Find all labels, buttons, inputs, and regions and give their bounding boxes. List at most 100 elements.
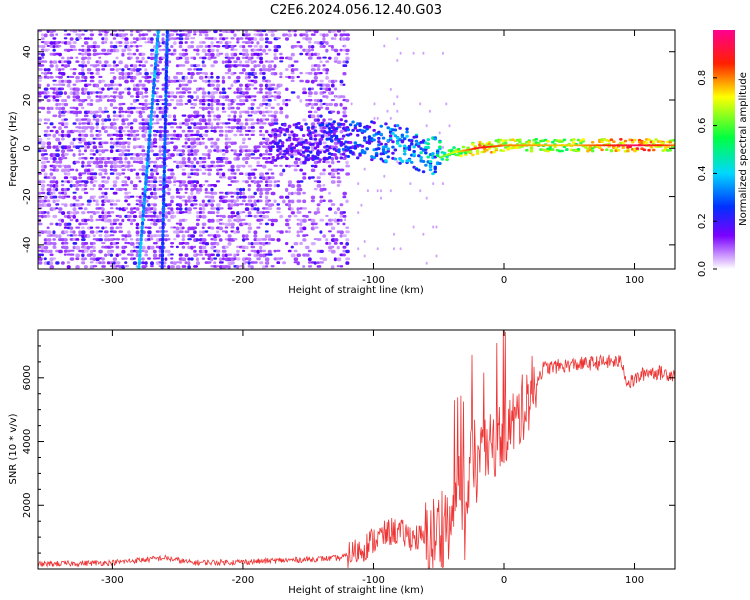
noise-cell (296, 230, 300, 234)
noise-cell (49, 253, 54, 256)
noise-cell (158, 99, 162, 102)
ridge-cell (440, 157, 445, 161)
ridge-cell (529, 149, 534, 153)
ridge-cell (304, 148, 308, 152)
noise-cell (313, 226, 319, 229)
noise-cell (296, 164, 300, 167)
noise-cell (155, 157, 160, 161)
noise-cell (63, 214, 68, 218)
noise-cell (250, 95, 255, 98)
noise-cell (40, 37, 45, 41)
ridge-cell (403, 144, 407, 148)
noise-cell (101, 79, 106, 83)
ridge-cell (534, 138, 538, 141)
noise-cell (138, 211, 143, 215)
noise-cell (241, 126, 247, 130)
noise-cell (262, 99, 266, 102)
noise-cell (135, 45, 139, 48)
noise-cell (121, 110, 125, 113)
noise-cell (299, 222, 303, 226)
noise-cell (106, 118, 112, 122)
noise-cell (279, 106, 284, 111)
noise-cell (239, 110, 243, 114)
ridge-cell (363, 136, 367, 140)
ridge-cell (318, 158, 322, 162)
noise-cell (342, 211, 346, 214)
ridge-cell (290, 150, 294, 153)
diagonal-trace-cell (162, 173, 166, 178)
noise-cell (38, 172, 42, 175)
noise-cell (253, 99, 257, 102)
noise-cell (124, 41, 130, 45)
noise-cell (221, 75, 225, 80)
diagonal-trace-cell (139, 237, 143, 242)
noise-cell (213, 245, 217, 249)
noise-cell (121, 37, 125, 40)
noise-cell (46, 106, 51, 110)
noise-cell (55, 207, 59, 210)
noise-cell (115, 160, 120, 163)
noise-cell (170, 207, 174, 212)
noise-cell (247, 41, 251, 44)
noise-cell (184, 242, 190, 245)
noise-cell (150, 64, 154, 67)
noise-cell (104, 149, 109, 152)
noise-cell (193, 245, 197, 249)
noise-cell (89, 110, 93, 115)
snr-y-axis-label: SNR (10 * v/v) (8, 413, 19, 484)
noise-cell (325, 106, 330, 111)
noise-cell (132, 187, 138, 190)
ridge-cell (419, 156, 423, 159)
noise-cell (267, 64, 273, 69)
noise-cell (61, 157, 65, 160)
spectrogram-cells (38, 30, 675, 269)
noise-cell (129, 207, 134, 211)
noise-cell (121, 145, 127, 149)
noise-cell (98, 230, 103, 233)
noise-cell (40, 145, 46, 149)
noise-cell (333, 79, 338, 83)
ridge-cell (428, 164, 433, 168)
noise-cell (380, 189, 382, 193)
noise-cell (316, 238, 322, 241)
noise-cell (253, 199, 257, 204)
colorbar-tick-label: 0.0 (697, 261, 708, 277)
noise-cell (164, 230, 168, 233)
noise-cell (285, 242, 289, 246)
noise-cell (46, 211, 50, 215)
noise-cell (81, 52, 85, 56)
ridge-cell (426, 142, 430, 146)
noise-cell (307, 95, 312, 98)
noise-cell (43, 164, 47, 169)
noise-cell (198, 207, 203, 211)
ridge-cell (370, 158, 374, 162)
ridge-cell (337, 150, 341, 154)
noise-cell (150, 172, 155, 177)
noise-cell (118, 160, 124, 164)
noise-cell (158, 72, 162, 75)
noise-cell (221, 195, 225, 199)
ridge-cell (405, 134, 409, 138)
ridge-cell (325, 148, 329, 152)
noise-cell (336, 265, 340, 268)
noise-cell (164, 203, 169, 207)
noise-cell (339, 234, 343, 238)
ridge-cell (330, 139, 334, 143)
noise-cell (319, 60, 323, 64)
noise-cell (83, 184, 88, 187)
noise-cell (98, 30, 102, 33)
noise-cell (339, 203, 344, 207)
noise-cell (75, 60, 80, 63)
noise-cell (210, 41, 214, 45)
noise-cell (61, 211, 66, 215)
noise-cell (61, 184, 65, 187)
noise-cell (302, 118, 307, 122)
noise-cell (330, 157, 335, 161)
noise-cell (83, 180, 89, 184)
noise-cell (376, 247, 379, 251)
ridge-cell (403, 149, 407, 153)
noise-cell (173, 41, 177, 45)
snr-frame (37, 329, 676, 570)
noise-cell (155, 164, 159, 169)
noise-cell (78, 207, 83, 210)
